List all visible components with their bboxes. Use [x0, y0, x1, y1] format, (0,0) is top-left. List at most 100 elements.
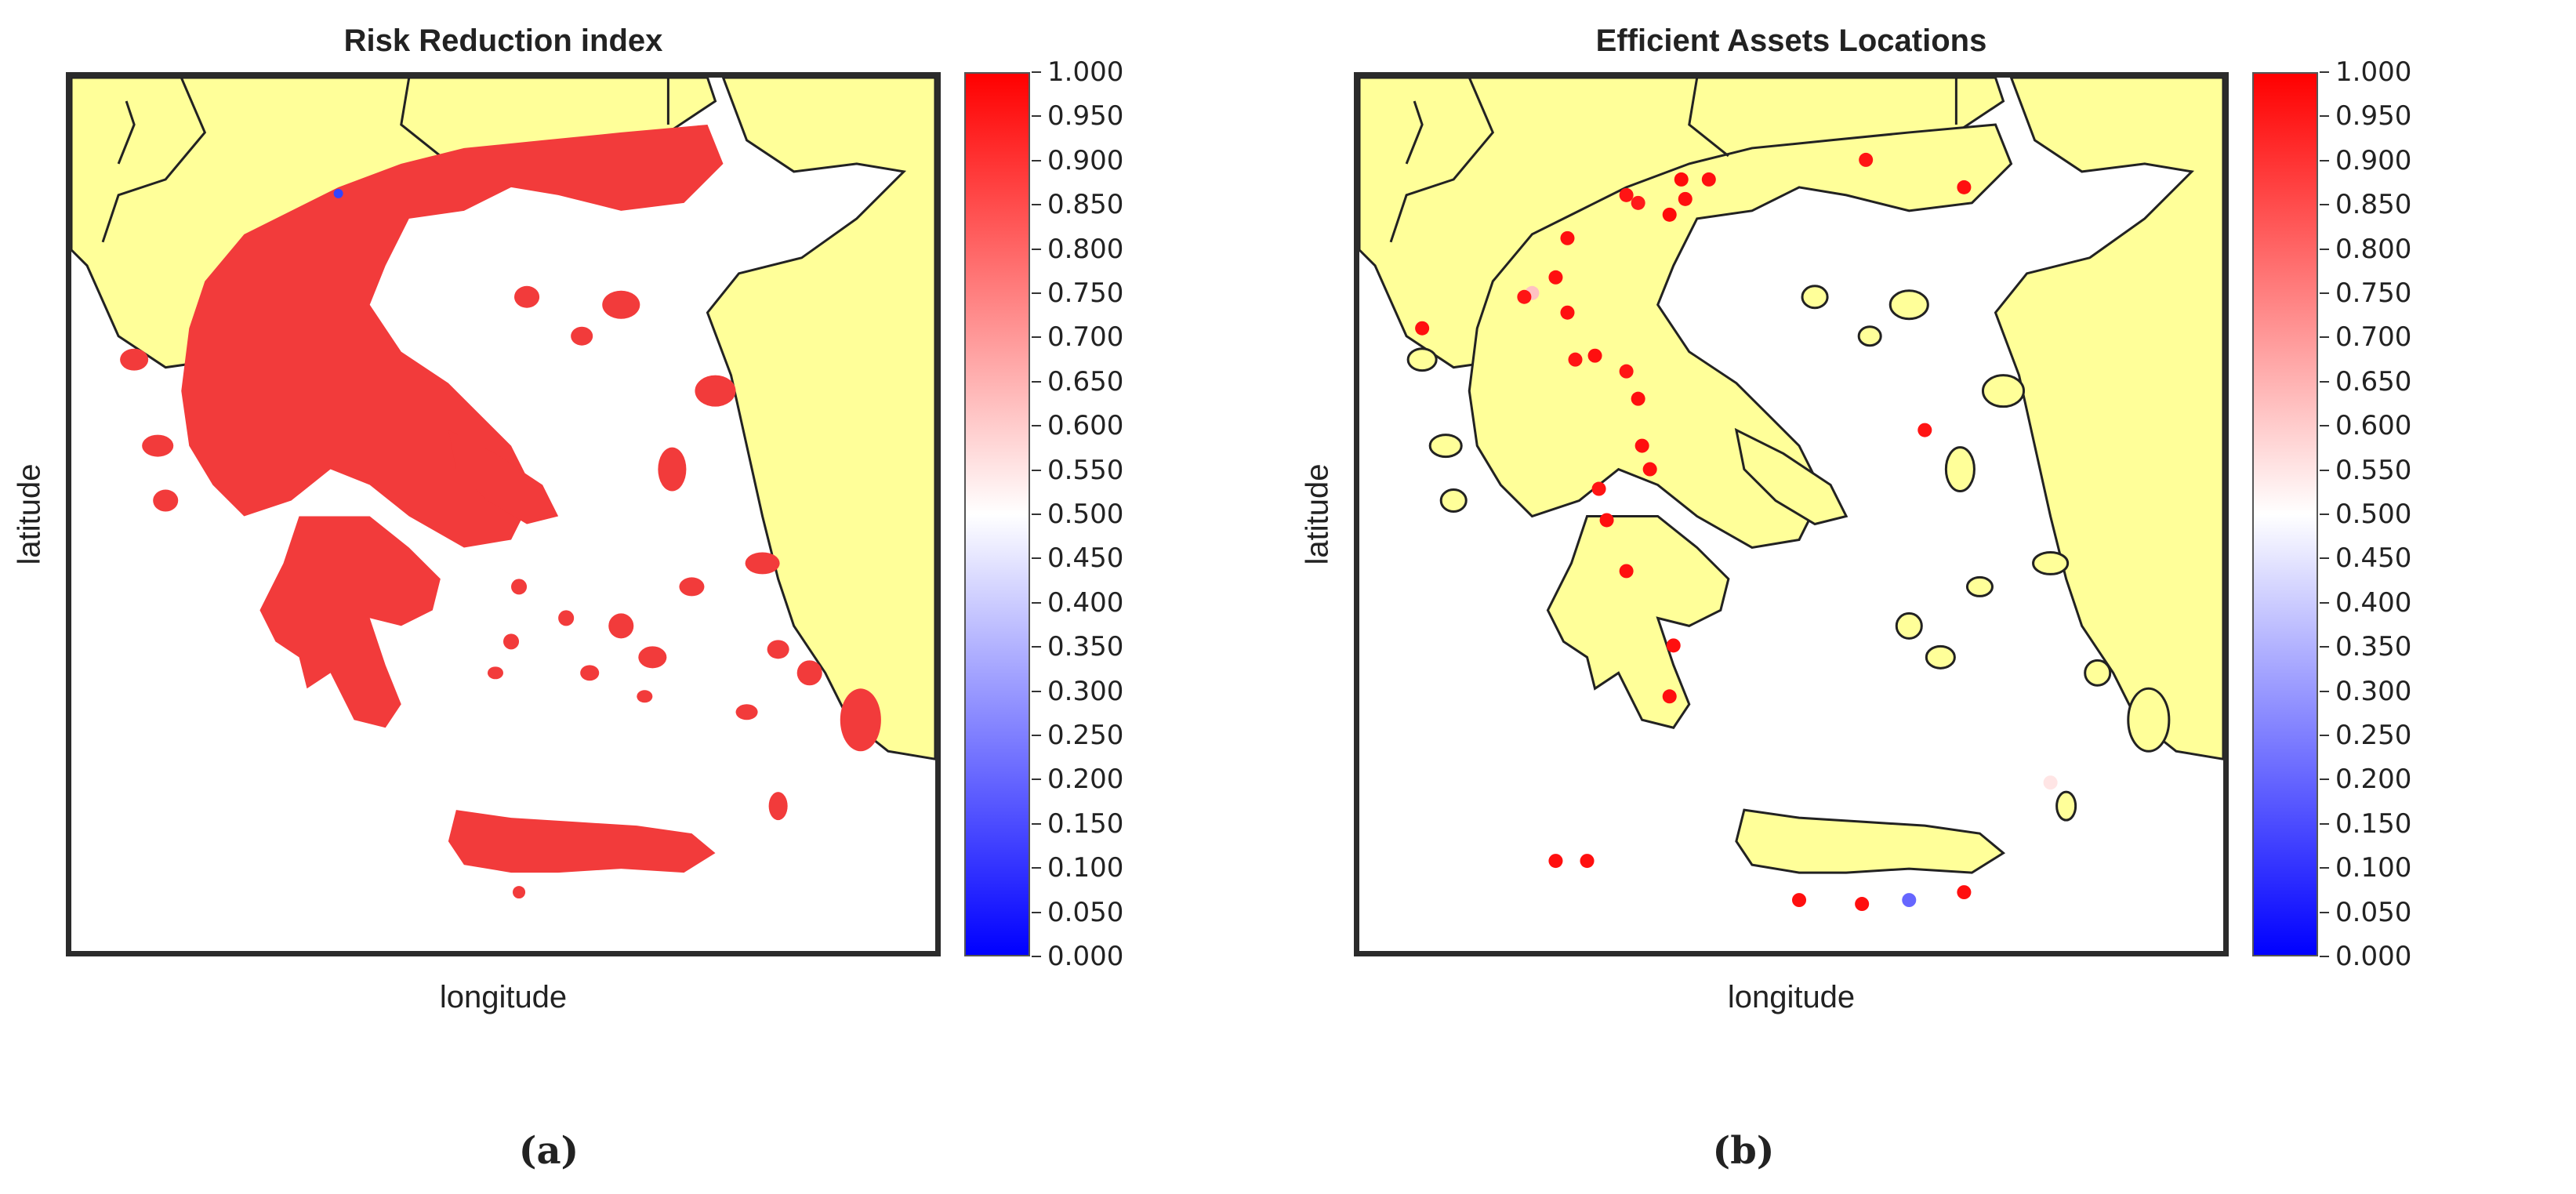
risk-evia — [448, 430, 559, 524]
colorbar-tick: 0.050 — [2320, 897, 2411, 928]
colorbar-tick-label: 0.500 — [2335, 499, 2412, 530]
island — [1857, 325, 1882, 347]
colorbar-tick-label: 0.800 — [1047, 233, 1124, 265]
colorbar-tick: 0.350 — [1032, 631, 1123, 662]
risk-island — [658, 447, 687, 492]
risk-island — [796, 660, 822, 686]
colorbar-tick-label: 0.550 — [1047, 454, 1124, 486]
colorbar-tick: 0.100 — [1032, 852, 1123, 884]
risk-island — [571, 326, 593, 346]
asset-point — [1619, 187, 1634, 202]
risk-island — [153, 489, 179, 512]
colorbar-tick: 0.750 — [2320, 278, 2411, 309]
colorbar-tick: 0.600 — [1032, 410, 1123, 441]
colorbar-tick-label: 0.100 — [1047, 852, 1124, 884]
risk-island — [638, 646, 667, 669]
colorbar-tick: 0.200 — [2320, 764, 2411, 795]
asset-point — [1792, 893, 1807, 908]
colorbar-tick: 1.000 — [2320, 56, 2411, 88]
colorbar-tick: 0.850 — [1032, 189, 1123, 220]
evia — [1734, 427, 1849, 526]
risk-island — [513, 886, 526, 899]
risk-island — [768, 792, 788, 821]
colorbar-tick: 0.450 — [1032, 543, 1123, 574]
colorbar-tick: 0.300 — [1032, 676, 1123, 707]
panel-efficient-assets: Efficient Assets Locations latitude — [1288, 0, 2576, 1194]
risk-island — [637, 690, 653, 703]
asset-point — [1662, 207, 1677, 222]
asset-point — [1634, 438, 1649, 453]
colorbar-tick-label: 0.150 — [2335, 807, 2412, 840]
colorbar-tick-label: 0.450 — [1047, 543, 1124, 575]
colorbar-tick: 0.650 — [2320, 366, 2411, 397]
colorbar-tick-label: 1.000 — [1047, 56, 1124, 88]
colorbar-tick-label: 0.850 — [1047, 189, 1124, 221]
colorbar-tick: 0.900 — [2320, 145, 2411, 176]
country-border — [101, 78, 207, 243]
colorbar-tick: 0.450 — [2320, 543, 2411, 574]
colorbar-tick: 0.850 — [2320, 189, 2411, 220]
asset-point — [1917, 423, 1932, 437]
asset-point — [1855, 897, 1870, 912]
colorbar-tick-label: 0.250 — [2335, 720, 2412, 751]
colorbar-tick-label: 1.000 — [2335, 56, 2412, 88]
country-border — [1389, 78, 1495, 243]
asset-point — [1517, 289, 1532, 304]
island — [1895, 612, 1923, 640]
map-frame — [66, 72, 941, 956]
colorbar-tick: 0.750 — [1032, 278, 1123, 309]
asset-point — [1599, 513, 1614, 528]
colorbar-tick: 0.050 — [1032, 897, 1123, 928]
colorbar-tick: 0.150 — [2320, 808, 2411, 840]
colorbar-tick-label: 0.750 — [1047, 278, 1124, 309]
panel-label: (a) — [518, 1129, 579, 1173]
colorbar-tick-label: 0.600 — [2335, 410, 2412, 442]
y-axis-label: latitude — [12, 463, 47, 565]
colorbar-tick-label: 0.300 — [1047, 675, 1124, 707]
colorbar-tick-label: 0.750 — [2335, 278, 2412, 309]
peloponnese — [1546, 514, 1730, 729]
colorbar-tick-label: 0.950 — [2335, 100, 2412, 132]
x-axis-label: longitude — [1727, 980, 1856, 1014]
colorbar-ticks: 0.000 0.050 0.100 0.150 0.200 0.250 0.300 0.350… — [2320, 56, 2437, 972]
turkey-land — [706, 78, 935, 760]
colorbar-tick-label: 0.200 — [2335, 764, 2412, 796]
colorbar-tick-label: 0.350 — [2335, 631, 2412, 663]
country-border — [1405, 100, 1424, 165]
risk-island — [608, 613, 634, 639]
risk-island — [558, 610, 575, 626]
island — [1944, 446, 1976, 493]
island — [1965, 575, 1994, 597]
colorbar-tick: 0.400 — [1032, 587, 1123, 619]
risk-island — [840, 688, 881, 752]
risk-island — [679, 577, 705, 597]
colorbar — [964, 72, 1030, 956]
colorbar-tick-label: 0.900 — [2335, 144, 2412, 176]
colorbar-tick-label: 0.600 — [1047, 410, 1124, 442]
chart-title: Efficient Assets Locations — [1595, 24, 1987, 58]
island — [2127, 687, 2171, 753]
island — [1428, 434, 1463, 459]
colorbar-tick: 0.600 — [2320, 410, 2411, 441]
colorbar-tick: 0.900 — [1032, 145, 1123, 176]
colorbar-tick: 0.150 — [1032, 808, 1123, 840]
risk-island — [142, 434, 174, 457]
island — [1801, 285, 1829, 310]
risk-island — [120, 348, 149, 371]
risk-island — [745, 552, 780, 575]
risk-island — [487, 666, 503, 680]
island — [1406, 347, 1438, 372]
x-axis-label: longitude — [439, 980, 568, 1014]
asset-point — [1666, 638, 1681, 653]
risk-mainland — [181, 124, 724, 548]
colorbar-tick: 0.800 — [1032, 234, 1123, 265]
land-layer — [1359, 78, 2223, 874]
colorbar-tick-label: 0.550 — [2335, 454, 2412, 486]
risk-island — [602, 290, 640, 319]
asset-point — [1619, 364, 1634, 379]
colorbar-tick-label: 0.700 — [1047, 321, 1124, 354]
colorbar-tick: 0.000 — [1032, 941, 1123, 972]
colorbar-tick-label: 0.350 — [1047, 631, 1124, 663]
colorbar-tick: 1.000 — [1032, 56, 1123, 88]
colorbar-tick: 0.400 — [2320, 587, 2411, 619]
